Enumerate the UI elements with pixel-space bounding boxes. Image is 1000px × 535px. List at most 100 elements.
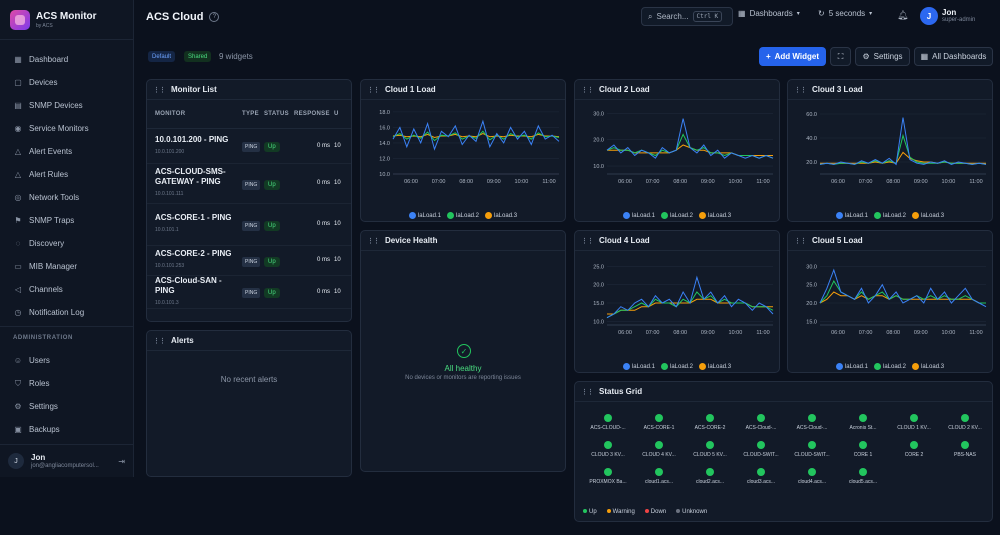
- sidebar-item-network-tools[interactable]: ◎ Network Tools: [0, 186, 133, 209]
- sidebar-item-alert-events[interactable]: △ Alert Events: [0, 140, 133, 163]
- legend-item[interactable]: laLoad.2: [446, 212, 479, 219]
- notifications-bell-icon[interactable]: 🔔︎: [897, 10, 909, 20]
- legend-item[interactable]: laLoad.1: [622, 212, 655, 219]
- status-grid-item[interactable]: CORE 1: [838, 441, 888, 458]
- y-tick-label: 25.0: [806, 283, 817, 289]
- widget-header[interactable]: ⋮⋮ Cloud 2 Load: [575, 80, 779, 100]
- legend-item[interactable]: laLoad.2: [873, 212, 906, 219]
- sidebar-item-discovery[interactable]: ◌ Discovery: [0, 232, 133, 255]
- column-header[interactable]: U: [334, 100, 351, 129]
- status-grid-item[interactable]: ACS-Cloud-...: [736, 414, 786, 431]
- drag-handle-icon[interactable]: ⋮⋮: [367, 86, 380, 94]
- legend-item[interactable]: laLoad.2: [660, 212, 693, 219]
- status-grid-item[interactable]: ACS-CORE-2: [685, 414, 735, 431]
- sidebar-item-users[interactable]: ☺ Users: [0, 349, 133, 372]
- sidebar-item-backups[interactable]: ▣ Backups: [0, 418, 133, 441]
- column-header[interactable]: STATUS: [264, 100, 294, 129]
- status-grid-item[interactable]: Acronis St...: [838, 414, 888, 431]
- status-grid-item[interactable]: CLOUD 5 KV...: [685, 441, 735, 458]
- drag-handle-icon[interactable]: ⋮⋮: [367, 237, 380, 245]
- help-icon[interactable]: ?: [209, 12, 220, 22]
- status-grid-item[interactable]: PROXMOX Ba...: [583, 468, 633, 485]
- column-header[interactable]: RESPONSE: [294, 100, 334, 129]
- legend-item[interactable]: laLoad.3: [699, 212, 731, 219]
- drag-handle-icon[interactable]: ⋮⋮: [153, 337, 166, 345]
- drag-handle-icon[interactable]: ⋮⋮: [794, 86, 807, 94]
- status-grid-item[interactable]: cloud1.acs...: [634, 468, 684, 485]
- status-item-label: PROXMOX Ba...: [589, 479, 627, 485]
- widget-header[interactable]: ⋮⋮ Cloud 4 Load: [575, 231, 779, 251]
- table-row[interactable]: 10.0.101.200 - PING 10.0.101.200 PING Up 0 m…: [147, 128, 351, 164]
- sidebar-item-snmp-devices[interactable]: ▤ SNMP Devices: [0, 94, 133, 117]
- legend-item[interactable]: laLoad.1: [622, 363, 655, 370]
- sidebar-item-devices[interactable]: ▢ Devices: [0, 71, 133, 94]
- legend-item[interactable]: laLoad.3: [912, 363, 944, 370]
- avatar[interactable]: J: [920, 7, 938, 25]
- status-grid-item[interactable]: CORE 2: [889, 441, 939, 458]
- table-row[interactable]: ACS-CORE-1 - PING 10.0.101.1 PING Up 0 ms 10: [147, 203, 351, 246]
- widget-header[interactable]: ⋮⋮ Status Grid: [575, 382, 992, 402]
- widget-header[interactable]: ⋮⋮ Cloud 3 Load: [788, 80, 992, 100]
- logout-icon[interactable]: ⇥: [118, 457, 125, 466]
- legend-item[interactable]: laLoad.3: [912, 212, 944, 219]
- column-header[interactable]: TYPE: [242, 100, 264, 129]
- status-dot: [757, 468, 765, 476]
- legend-item[interactable]: laLoad.1: [408, 212, 441, 219]
- drag-handle-icon[interactable]: ⋮⋮: [581, 86, 594, 94]
- column-header[interactable]: MONITOR: [147, 100, 242, 129]
- sidebar-item-service-monitors[interactable]: ◉ Service Monitors: [0, 117, 133, 140]
- status-grid-item[interactable]: CLOUD 4 KV...: [634, 441, 684, 458]
- widget-header[interactable]: ⋮⋮ Cloud 1 Load: [361, 80, 565, 100]
- table-row[interactable]: ACS-CLOUD-SMS-GATEWAY - PING 10.0.101.111…: [147, 163, 351, 204]
- status-grid-item[interactable]: CLOUD 3 KV...: [583, 441, 633, 458]
- table-row[interactable]: ACS-Cloud-SAN - PING 10.0.101.3 PING Up 0 ms…: [147, 275, 351, 309]
- sidebar-item-settings[interactable]: ⚙ Settings: [0, 395, 133, 418]
- table-row[interactable]: ACS-CORE-2 - PING 10.0.101.253 PING Up 0 ms 1…: [147, 245, 351, 276]
- all-dashboards-button[interactable]: ▦ All Dashboards: [914, 47, 993, 66]
- fullscreen-button[interactable]: ⛶: [830, 47, 851, 66]
- settings-button[interactable]: ⚙ Settings: [855, 47, 910, 66]
- status-grid-item[interactable]: ACS-CLOUD-...: [583, 414, 633, 431]
- status-item-label: CLOUD 3 KV...: [591, 452, 625, 458]
- sidebar-item-snmp-traps[interactable]: ⚑ SNMP Traps: [0, 209, 133, 232]
- legend-item[interactable]: laLoad.3: [485, 212, 517, 219]
- sidebar-item-dashboard[interactable]: ▦ Dashboard: [0, 48, 133, 71]
- drag-handle-icon[interactable]: ⋮⋮: [153, 86, 166, 94]
- top-user[interactable]: Jon super-admin: [942, 8, 975, 23]
- status-grid-item[interactable]: cloud3.acs...: [736, 468, 786, 485]
- legend-item[interactable]: laLoad.1: [835, 363, 868, 370]
- drag-handle-icon[interactable]: ⋮⋮: [581, 237, 594, 245]
- status-grid-item[interactable]: CLOUD 1 KV...: [889, 414, 939, 431]
- status-grid-item[interactable]: CLOUD-SWIT...: [736, 441, 786, 458]
- add-widget-button[interactable]: + Add Widget: [759, 47, 826, 66]
- status-grid-item[interactable]: CLOUD-SWIT...: [787, 441, 837, 458]
- sidebar-user[interactable]: J Jon jon@angliacomputersol... ⇥: [0, 444, 134, 477]
- drag-handle-icon[interactable]: ⋮⋮: [794, 237, 807, 245]
- refresh-interval-dropdown[interactable]: ↻ 5 seconds ▾: [818, 9, 872, 18]
- drag-handle-icon[interactable]: ⋮⋮: [581, 388, 594, 396]
- widget-header[interactable]: ⋮⋮ Cloud 5 Load: [788, 231, 992, 251]
- dashboards-dropdown[interactable]: ▦ Dashboards ▾: [738, 9, 800, 18]
- legend-item[interactable]: laLoad.1: [835, 212, 868, 219]
- widget-header[interactable]: ⋮⋮ Alerts: [147, 331, 351, 351]
- series-line-laLoad-1: [819, 117, 987, 166]
- widget-header[interactable]: ⋮⋮ Monitor List: [147, 80, 351, 100]
- sidebar-item-roles[interactable]: ⛉ Roles: [0, 372, 133, 395]
- sidebar-item-channels[interactable]: ◁ Channels: [0, 278, 133, 301]
- status-grid-item[interactable]: CLOUD 2 KV...: [940, 414, 990, 431]
- status-grid-item[interactable]: PBS-NAS: [940, 441, 990, 458]
- status-grid-item[interactable]: cloud4.acs...: [787, 468, 837, 485]
- sidebar-item-notification-log[interactable]: ◷ Notification Log: [0, 301, 133, 324]
- status-grid-item[interactable]: ACS-Cloud-...: [787, 414, 837, 431]
- sidebar-item-alert-rules[interactable]: △ Alert Rules: [0, 163, 133, 186]
- search-button[interactable]: ⌕ Search... Ctrl K: [641, 7, 733, 26]
- widget-header[interactable]: ⋮⋮ Device Health: [361, 231, 565, 251]
- brand[interactable]: ACS Monitor by ACS: [0, 0, 133, 40]
- status-grid-item[interactable]: cloud2.acs...: [685, 468, 735, 485]
- legend-item[interactable]: laLoad.3: [699, 363, 731, 370]
- status-grid-item[interactable]: cloud5.acs...: [838, 468, 888, 485]
- legend-item[interactable]: laLoad.2: [660, 363, 693, 370]
- status-grid-item[interactable]: ACS-CORE-1: [634, 414, 684, 431]
- legend-item[interactable]: laLoad.2: [873, 363, 906, 370]
- sidebar-item-mib-manager[interactable]: ▭ MIB Manager: [0, 255, 133, 278]
